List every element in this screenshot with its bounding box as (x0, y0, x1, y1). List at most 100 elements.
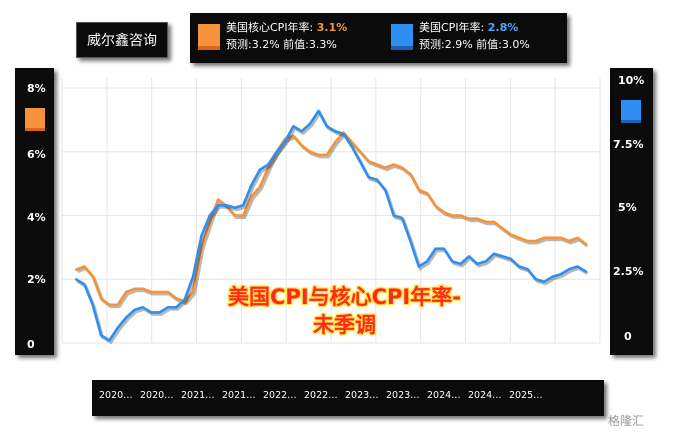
data-point-core (501, 227, 504, 230)
data-point-cpi (334, 130, 337, 133)
data-point-cpi (158, 311, 161, 314)
data-point-core (250, 195, 253, 198)
data-point-cpi (359, 160, 362, 164)
chart-grid (61, 78, 601, 344)
data-point-cpi (518, 265, 521, 268)
data-point-cpi (392, 214, 395, 217)
data-point-core (200, 246, 203, 249)
right-tick-label: 0 (624, 330, 632, 343)
data-point-cpi (559, 273, 563, 276)
watermark: 格隆汇 (608, 414, 645, 428)
data-point-cpi (133, 308, 136, 311)
x-tick-label: 2021… (181, 390, 215, 401)
data-point-cpi (325, 125, 328, 128)
data-point-cpi (300, 130, 303, 133)
data-point-core (308, 150, 312, 153)
x-tick-label: 2023… (386, 390, 420, 401)
data-point-core (166, 290, 170, 294)
left-axis: 0 2% 4% 6% 8% (15, 68, 54, 355)
data-point-core (434, 204, 437, 208)
data-point-core (451, 214, 454, 217)
legend: 美国核心CPI年率: 3.1% 预测:3.2% 前值:3.3% 美国CPI年率:… (190, 13, 567, 63)
data-point-core (484, 220, 487, 223)
data-point-cpi (509, 257, 512, 260)
data-point-cpi (467, 255, 471, 258)
data-point-core (83, 265, 86, 268)
data-point-core (317, 153, 320, 157)
data-point-core (584, 243, 588, 246)
x-tick-label: 2024… (468, 390, 502, 401)
data-point-cpi (125, 316, 128, 319)
data-point-cpi (208, 214, 211, 217)
data-point-cpi (451, 260, 454, 263)
data-point-core (150, 290, 153, 294)
legend-core-label: 美国核心CPI年率: (226, 21, 314, 34)
left-tick-label: 0 (27, 338, 35, 351)
data-point-core (476, 217, 479, 220)
left-tick-label: 2% (27, 273, 46, 286)
data-point-cpi (400, 216, 404, 220)
right-tick-label: 2.5% (613, 265, 644, 278)
legend-cpi-previous: 前值:3.0% (476, 38, 530, 51)
data-point-cpi (150, 311, 153, 314)
data-point-cpi (175, 306, 178, 309)
data-point-core (459, 214, 462, 217)
data-point-cpi (275, 150, 278, 153)
x-tick-label: 2022… (304, 390, 338, 401)
data-point-core (551, 236, 554, 239)
data-point-cpi (434, 247, 437, 250)
data-point-core (559, 236, 563, 239)
data-point-core (467, 217, 471, 220)
right-axis-swatch (621, 100, 641, 123)
data-point-core (384, 166, 387, 169)
data-point-core (208, 220, 211, 223)
legend-cpi-value: 2.8% (487, 21, 519, 34)
data-point-cpi (267, 163, 270, 166)
legend-core-value: 3.1% (316, 21, 348, 34)
data-point-core (334, 141, 337, 144)
data-point-core (534, 239, 537, 243)
chart-title: 美国CPI与核心CPI年率-未季调 (228, 285, 461, 337)
data-point-cpi (417, 265, 420, 268)
data-point-cpi (191, 275, 195, 278)
data-point-cpi (476, 262, 479, 266)
data-point-core (350, 141, 354, 144)
left-axis-swatch (25, 108, 45, 131)
x-tick-label: 2021… (222, 390, 256, 401)
data-point-cpi (166, 306, 170, 309)
x-tick-label: 2020… (99, 390, 133, 401)
data-point-cpi (375, 178, 379, 181)
x-tick-label: 2025… (509, 390, 543, 401)
data-point-core (258, 185, 262, 188)
data-point-cpi (283, 140, 287, 143)
data-point-core (99, 297, 103, 300)
data-point-cpi (551, 275, 554, 278)
left-tick-label: 6% (27, 148, 46, 161)
brand-label: 威尔鑫咨询 (76, 22, 168, 58)
data-point-core (267, 166, 270, 169)
data-point-core (175, 297, 178, 300)
data-point-core (576, 236, 579, 239)
legend-swatch-cpi (391, 24, 413, 50)
data-point-core (375, 163, 379, 166)
data-point-core (233, 214, 236, 217)
data-point-core (492, 220, 496, 223)
data-point-cpi (342, 132, 345, 135)
data-point-cpi (242, 204, 245, 207)
data-point-core (392, 163, 395, 166)
data-point-core (141, 287, 144, 290)
series-line-cpi (75, 109, 587, 342)
data-point-core (442, 211, 445, 214)
data-point-core (400, 166, 404, 169)
right-tick-label: 5% (618, 201, 637, 214)
x-tick-label: 2024… (427, 390, 461, 401)
data-point-core (292, 134, 295, 137)
data-point-cpi (141, 306, 144, 309)
legend-cpi-forecast: 预测:2.9% (419, 38, 473, 51)
data-point-cpi (292, 125, 295, 128)
left-tick-label: 4% (27, 211, 46, 224)
data-point-cpi (91, 303, 94, 306)
data-point-cpi (83, 283, 86, 286)
data-point-core (242, 214, 245, 217)
legend-core-forecast: 预测:3.2% (226, 38, 280, 51)
